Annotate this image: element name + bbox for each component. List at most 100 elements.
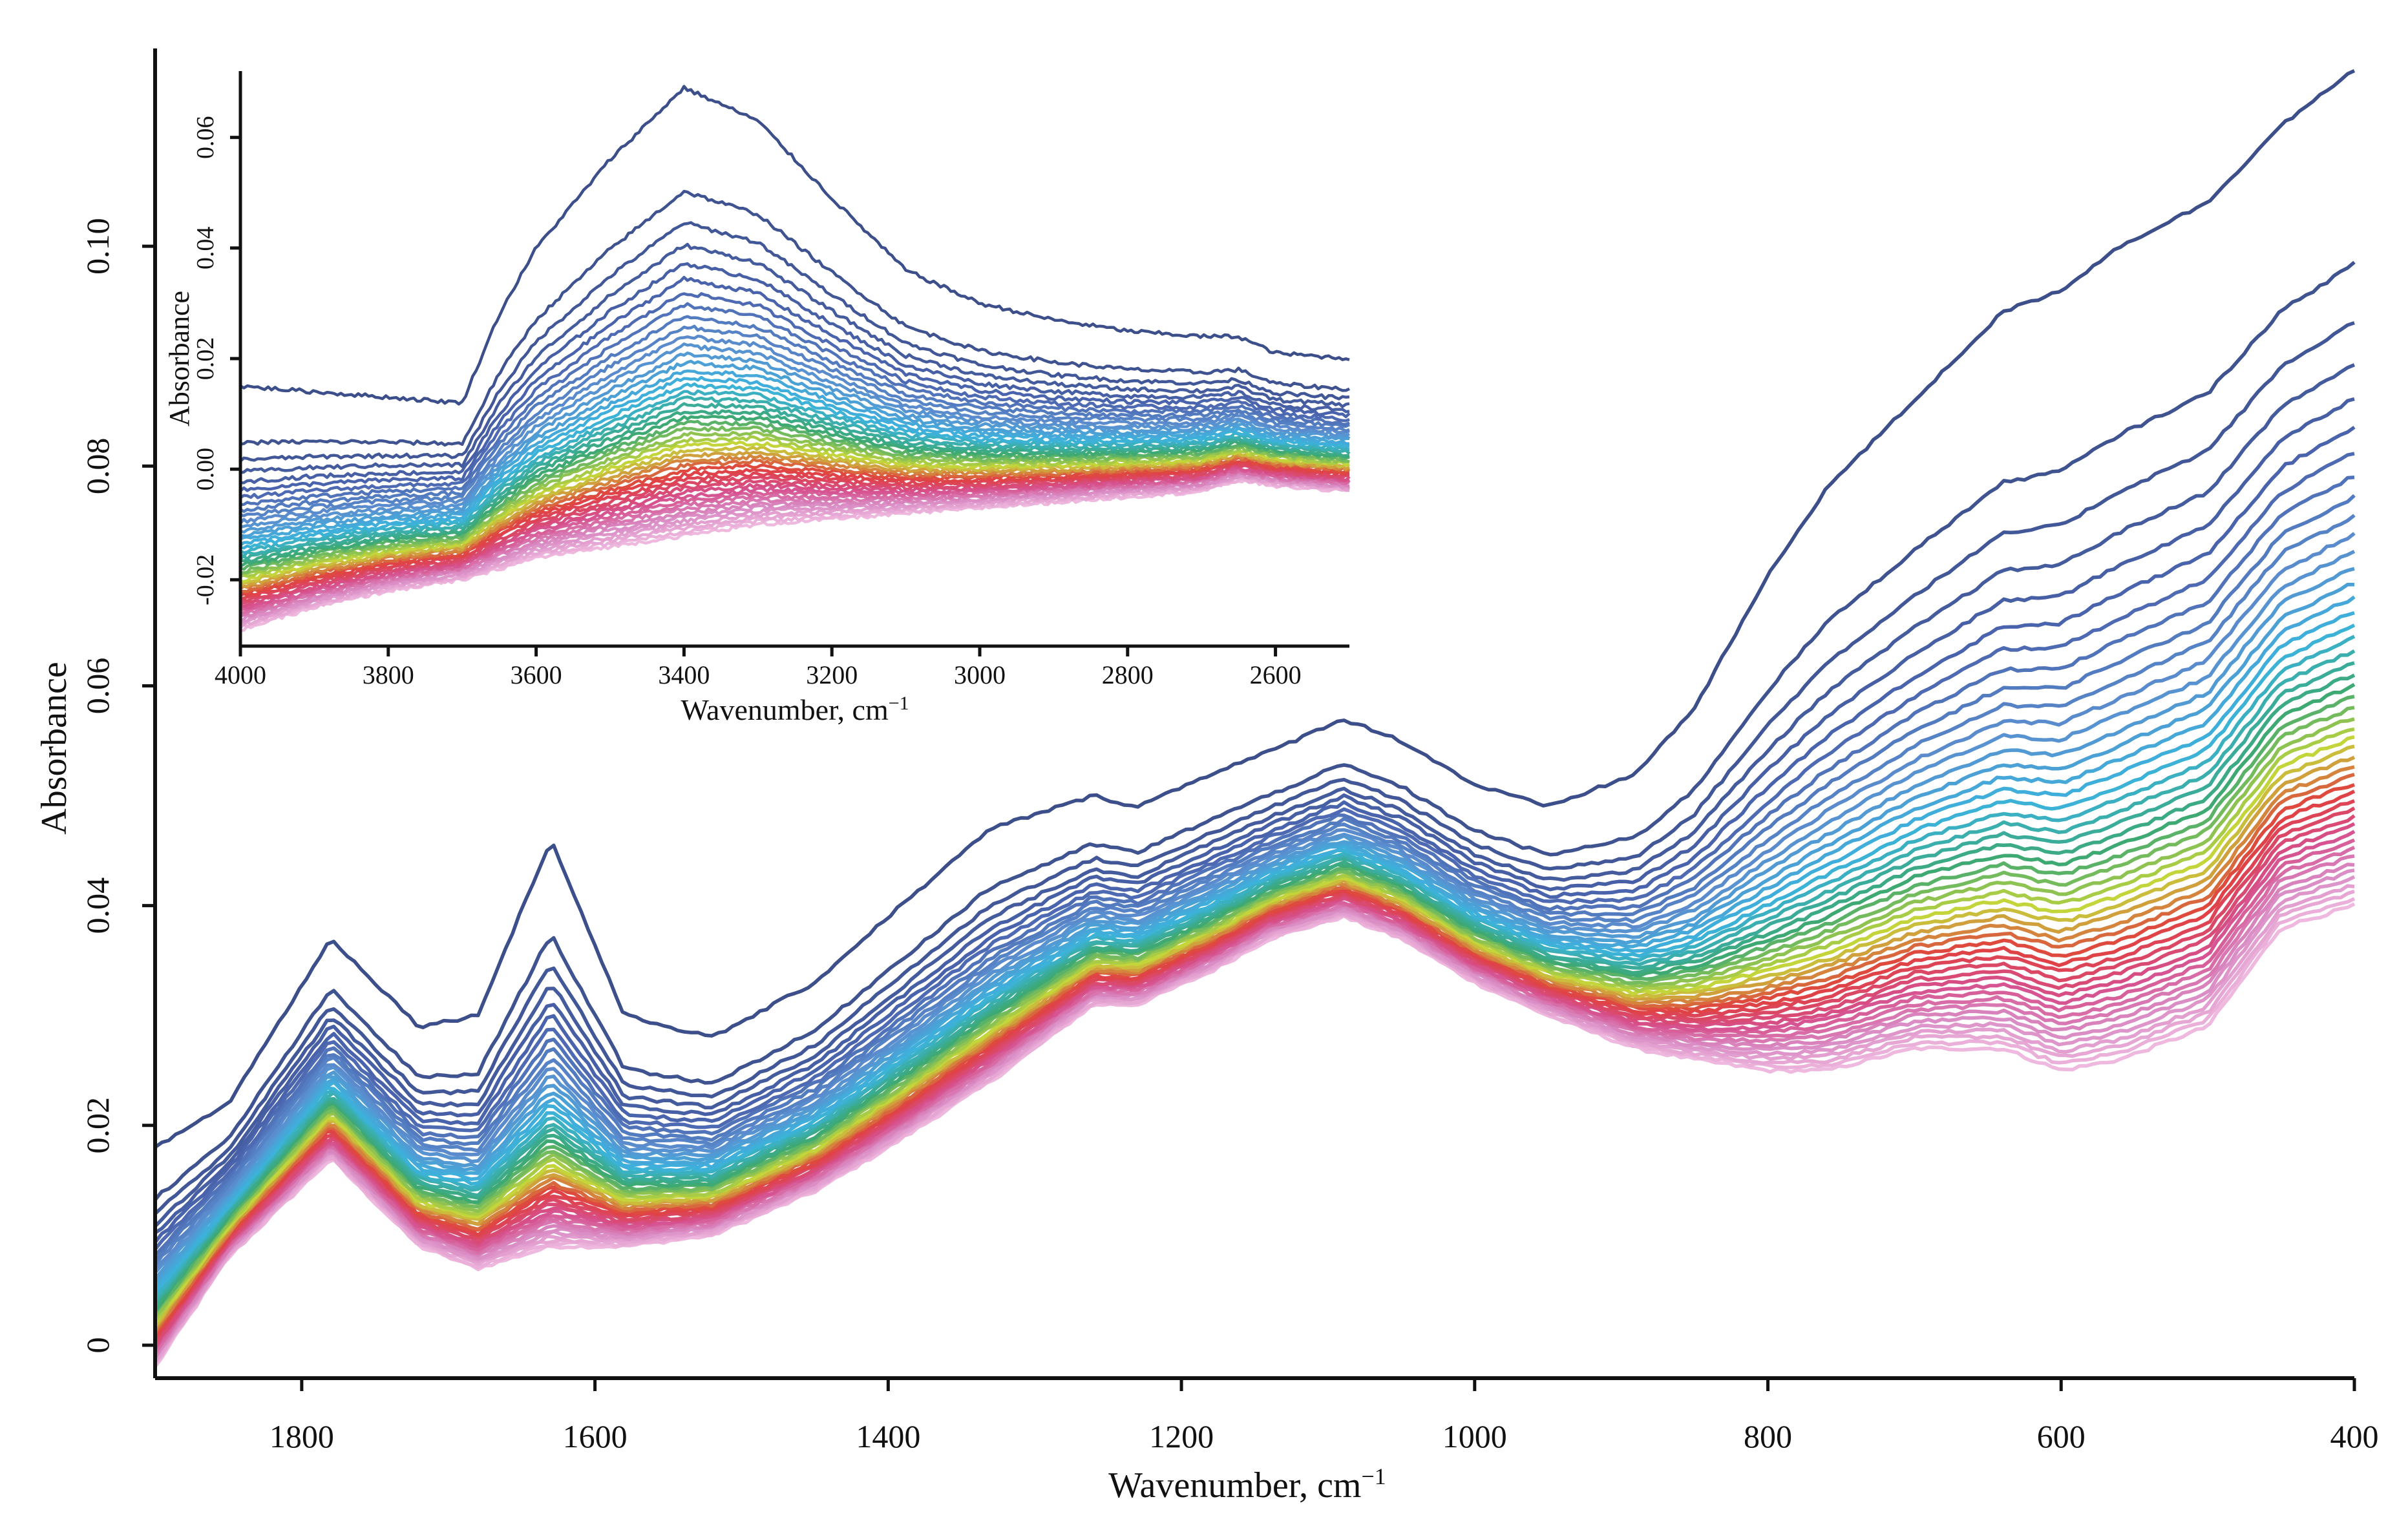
spectrum-line-6 bbox=[239, 275, 1351, 492]
x-tick-label: 1200 bbox=[1149, 1418, 1214, 1454]
y-tick-label: 0.02 bbox=[192, 337, 219, 381]
spectrum-line-22 bbox=[239, 415, 1350, 568]
x-tick-label: 3000 bbox=[954, 660, 1006, 689]
y-tick-label: 0.08 bbox=[79, 438, 116, 495]
inset-x-axis-label-sup: −1 bbox=[889, 693, 909, 714]
main-y-ticks: 0 0.02 0.04 0.06 0.08 0.10 bbox=[79, 218, 155, 1353]
spectrum-line-37 bbox=[153, 822, 2356, 1348]
spectrum-line-33 bbox=[153, 790, 2356, 1340]
spectrum-line-36 bbox=[153, 814, 2356, 1347]
spectrum-line-9 bbox=[239, 315, 1351, 513]
spectrum-line-28 bbox=[153, 744, 2355, 1327]
spectrum-line-26 bbox=[153, 727, 2355, 1323]
spectrum-line-22 bbox=[153, 683, 2356, 1312]
spectrum-line-2 bbox=[240, 189, 1350, 447]
y-tick-label: 0.04 bbox=[192, 227, 219, 270]
spectrum-line-1 bbox=[154, 69, 2356, 1149]
y-tick-label: 0.06 bbox=[79, 658, 116, 715]
x-tick-label: 2800 bbox=[1102, 660, 1154, 689]
main-y-axis-label: Absorbance bbox=[34, 662, 74, 834]
spectrum-line-39 bbox=[240, 466, 1351, 612]
spectrum-line-39 bbox=[153, 838, 2356, 1350]
spectrum-line-20 bbox=[153, 661, 2355, 1304]
main-chart: 1800 1600 1400 1200 1000 800 600 400 00.020.040… bbox=[34, 48, 2379, 1505]
spectrum-line-11 bbox=[154, 532, 2356, 1270]
y-tick-label: 0.02 bbox=[79, 1097, 116, 1154]
spectrum-line-15 bbox=[153, 595, 2356, 1289]
x-tick-label: 1800 bbox=[269, 1418, 334, 1454]
x-tick-label: 1000 bbox=[1442, 1418, 1507, 1454]
inset-x-axis-label-text: Wavenumber, cm bbox=[681, 693, 889, 726]
spectrum-line-14 bbox=[240, 359, 1350, 538]
x-tick-label: 2600 bbox=[1250, 660, 1302, 689]
spectrum-line-8 bbox=[153, 475, 2355, 1257]
y-tick-label: -0.02 bbox=[192, 554, 219, 605]
main-x-axis-label: Wavenumber, cm−1 bbox=[1108, 1463, 1386, 1505]
spectrum-line-19 bbox=[153, 649, 2356, 1302]
spectrum-line-17 bbox=[240, 382, 1350, 550]
spectrum-line-34 bbox=[240, 460, 1350, 600]
spectrum-line-11 bbox=[239, 334, 1350, 525]
spectrum-line-28 bbox=[239, 445, 1350, 587]
spectrum-line-4 bbox=[154, 363, 2356, 1228]
main-x-axis-label-text: Wavenumber, cm bbox=[1108, 1465, 1361, 1505]
main-x-ticks: 1800 1600 1400 1200 1000 800 600 400 bbox=[269, 1378, 2379, 1454]
y-tick-label: 0 bbox=[79, 1337, 116, 1353]
spectrum-line-43 bbox=[240, 472, 1350, 622]
spectrum-line-3 bbox=[154, 321, 2355, 1215]
spectrum-line-17 bbox=[153, 624, 2356, 1294]
spectrum-line-9 bbox=[153, 494, 2356, 1263]
spectrum-line-7 bbox=[153, 452, 2355, 1251]
spectrum-line-31 bbox=[153, 772, 2355, 1333]
spectrum-line-4 bbox=[240, 242, 1350, 474]
spectrum-line-12 bbox=[153, 549, 2356, 1274]
spectrum-line-27 bbox=[153, 735, 2355, 1325]
spectrum-line-15 bbox=[240, 369, 1350, 541]
spectrum-line-20 bbox=[239, 402, 1351, 561]
main-series-group bbox=[153, 69, 2356, 1368]
inset-y-ticks: -0.02 0.00 0.02 0.04 0.06 bbox=[192, 116, 240, 605]
inset-series-group bbox=[239, 85, 1351, 633]
x-tick-label: 3200 bbox=[806, 660, 858, 689]
x-tick-label: 800 bbox=[1744, 1418, 1792, 1454]
x-tick-label: 1400 bbox=[856, 1418, 920, 1454]
spectrum-line-16 bbox=[239, 375, 1350, 547]
spectrum-line-12 bbox=[240, 342, 1351, 529]
spectrum-line-29 bbox=[153, 755, 2356, 1329]
y-tick-label: 0.04 bbox=[79, 877, 116, 934]
spectrum-line-26 bbox=[240, 435, 1350, 578]
inset-chart: 4000 3800 3600 3400 3200 3000 2800 2600 -0.02 0.… bbox=[164, 71, 1351, 726]
spectrum-line-5 bbox=[154, 397, 2355, 1235]
spectrum-line-18 bbox=[239, 389, 1350, 554]
x-tick-label: 600 bbox=[2037, 1418, 2086, 1454]
main-x-axis-label-sup: −1 bbox=[1362, 1463, 1386, 1489]
spectrum-line-13 bbox=[153, 567, 2355, 1281]
spectrum-line-10 bbox=[153, 514, 2356, 1267]
y-tick-label: 0.00 bbox=[192, 448, 219, 491]
spectrum-line-48 bbox=[153, 902, 2356, 1368]
spectrum-line-2 bbox=[153, 260, 2356, 1201]
x-tick-label: 1600 bbox=[563, 1418, 628, 1454]
x-tick-label: 3600 bbox=[511, 660, 562, 689]
inset-x-ticks: 4000 3800 3600 3400 3200 3000 2800 2600 bbox=[215, 646, 1302, 689]
spectrum-line-6 bbox=[153, 425, 2356, 1244]
y-tick-label: 0.06 bbox=[192, 116, 219, 159]
inset-y-axis-label: Absorbance bbox=[164, 291, 195, 426]
spectrum-line-35 bbox=[153, 806, 2356, 1343]
spectrum-line-32 bbox=[153, 783, 2355, 1336]
x-tick-label: 3400 bbox=[658, 660, 710, 689]
spectrum-line-8 bbox=[240, 302, 1351, 507]
spectrum-line-13 bbox=[240, 351, 1351, 534]
x-tick-label: 4000 bbox=[215, 660, 266, 689]
spectrum-line-10 bbox=[240, 324, 1350, 518]
x-tick-label: 400 bbox=[2330, 1418, 2379, 1454]
spectrum-line-7 bbox=[239, 292, 1350, 499]
spectrum-line-16 bbox=[154, 611, 2355, 1290]
spectrum-line-1 bbox=[239, 85, 1350, 406]
y-tick-label: 0.10 bbox=[79, 218, 116, 275]
spectrum-line-46 bbox=[154, 889, 2355, 1364]
spectrum-line-3 bbox=[239, 221, 1350, 463]
spectrum-line-30 bbox=[239, 454, 1350, 591]
x-tick-label: 3800 bbox=[363, 660, 414, 689]
